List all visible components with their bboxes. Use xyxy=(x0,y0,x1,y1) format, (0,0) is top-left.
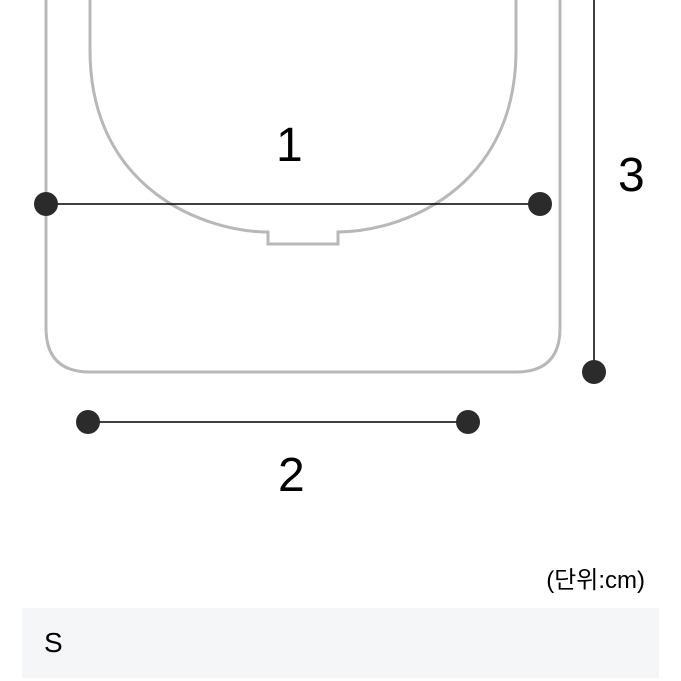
diagram-svg xyxy=(0,0,681,520)
size-label: S xyxy=(44,627,63,659)
size-diagram: 1 2 3 xyxy=(0,0,681,520)
measurement-label-2: 2 xyxy=(278,448,305,503)
measurement-label-1: 1 xyxy=(276,118,303,173)
size-table-row: S xyxy=(22,608,659,678)
measurement-label-3: 3 xyxy=(618,148,645,203)
unit-label: (단위:cm) xyxy=(546,560,645,595)
